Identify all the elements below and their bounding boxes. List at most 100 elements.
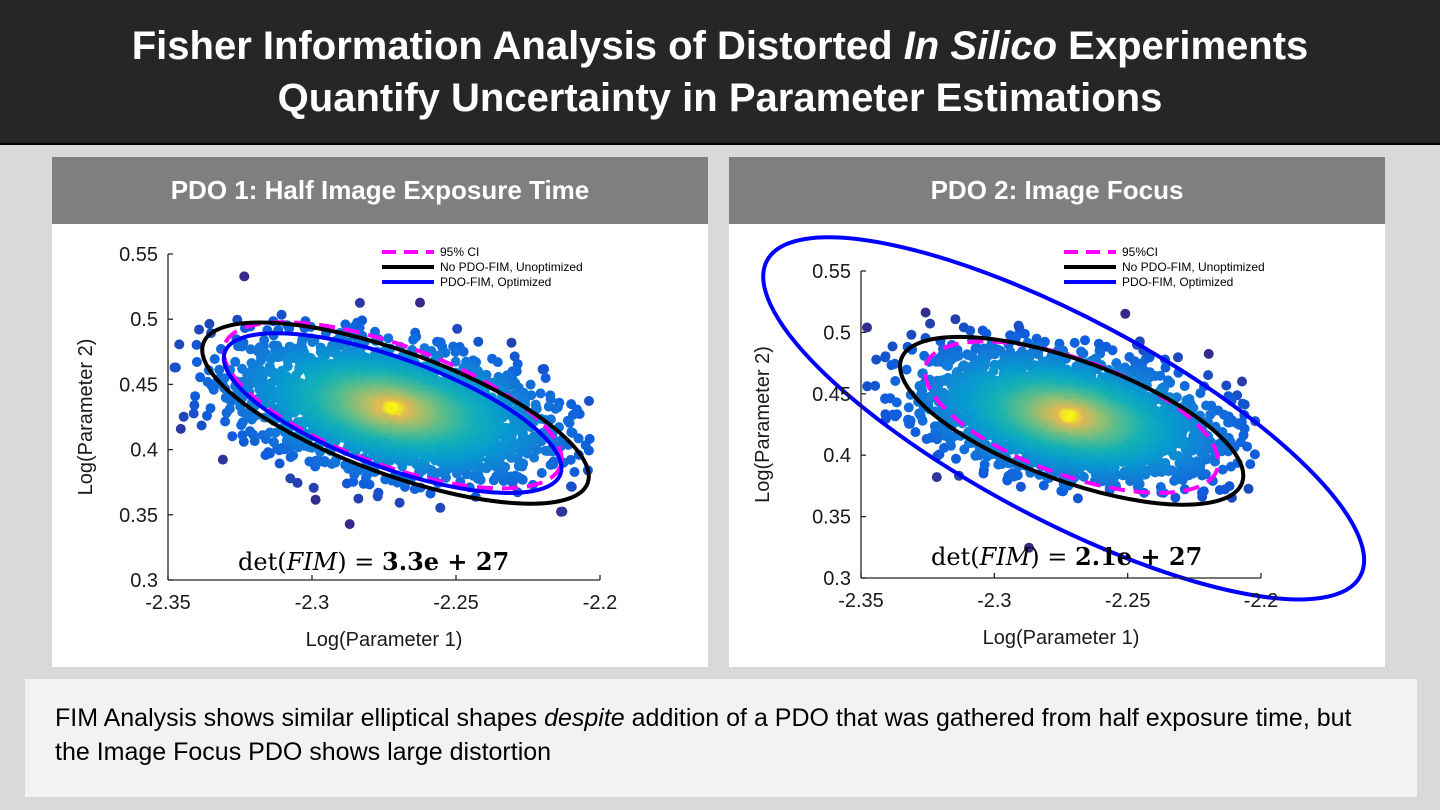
- scatter-point: [189, 400, 200, 411]
- y-tick-label: 0.4: [130, 440, 158, 462]
- panel-header: PDO 1: Half Image Exposure Time: [52, 157, 708, 224]
- scatter-point: [263, 447, 274, 458]
- panel-header: PDO 2: Image Focus: [729, 157, 1385, 224]
- scatter-point: [1160, 362, 1171, 373]
- scatter-point: [1019, 328, 1030, 339]
- scatter-point: [292, 477, 303, 488]
- scatter-point: [1217, 464, 1228, 475]
- title-text-b: Experiments: [1057, 23, 1309, 68]
- scatter-point: [191, 339, 202, 350]
- scatter-point: [255, 355, 266, 366]
- scatter-point: [537, 364, 548, 375]
- scatter-point: [543, 401, 554, 412]
- scatter-point: [548, 456, 559, 467]
- scatter-point: [870, 380, 881, 391]
- scatter-point: [920, 307, 931, 318]
- scatter-point: [569, 467, 580, 477]
- scatter-point: [871, 354, 882, 365]
- scatter-point: [1120, 308, 1131, 319]
- scatter-point: [214, 364, 225, 375]
- scatter-point: [174, 339, 185, 350]
- legend-label: 95% CI: [440, 245, 479, 259]
- scatter-point: [319, 456, 330, 466]
- title-line-2: Quantify Uncertainty in Parameter Estima…: [277, 75, 1163, 120]
- scatter-point: [277, 442, 288, 453]
- chart-pdo1: 0.30.350.40.450.50.55-2.35 -2.3 -2.25 -2.2L…: [75, 244, 617, 651]
- legend-label: No PDO-FIM, Unoptimized: [440, 260, 583, 274]
- scatter-point: [1015, 481, 1026, 492]
- scatter-point: [889, 358, 900, 369]
- scatter-point: [540, 373, 551, 383]
- scatter-point: [196, 420, 207, 431]
- x-tick-label: -2.35: [145, 592, 191, 614]
- scatter-point: [230, 356, 241, 367]
- scatter-point: [226, 396, 237, 407]
- scatter-point: [1221, 380, 1232, 391]
- scatter-point: [1191, 456, 1202, 467]
- scatter-point: [353, 493, 364, 504]
- scatter-point: [566, 427, 577, 438]
- scatter-point: [1038, 480, 1049, 491]
- scatter-point: [950, 314, 961, 325]
- scatter-point: [892, 409, 902, 420]
- scatter-point: [943, 361, 953, 372]
- det-value: 3.3e + 27: [382, 547, 509, 576]
- x-axis-label: Log(Parameter 1): [306, 629, 463, 651]
- scatter-point: [901, 364, 912, 375]
- scatter-point: [880, 352, 891, 363]
- scatter-point: [435, 502, 446, 513]
- det-mid: ) =: [337, 548, 382, 576]
- scatter-point: [274, 458, 285, 469]
- scatter-point: [1072, 493, 1083, 504]
- scatter-point: [1170, 492, 1181, 503]
- scatter-point: [294, 355, 304, 366]
- scatter-point: [340, 460, 351, 470]
- title-text-em: In Silico: [903, 23, 1058, 68]
- scatter-point: [244, 426, 255, 437]
- scatter-point: [917, 385, 928, 396]
- panel-pdo1: PDO 1: Half Image Exposure Time 0.3 0.35 0…: [52, 157, 708, 667]
- scatter-point: [1201, 400, 1212, 411]
- scatter-point: [891, 397, 902, 408]
- det-var: FIM: [286, 548, 339, 576]
- title-text-a: Fisher Information Analysis of Distorted: [131, 23, 904, 68]
- scatter-point: [566, 399, 577, 410]
- scatter-point: [219, 373, 230, 384]
- scatter-point: [925, 318, 936, 329]
- scatter-point: [450, 347, 461, 357]
- y-axis-label: Log(Parameter 2): [75, 339, 97, 496]
- scatter-point: [880, 409, 891, 420]
- scatter-point: [209, 354, 220, 364]
- scatter-point: [308, 482, 319, 493]
- y-tick-label: 0.3: [130, 570, 158, 592]
- y-tick-label: 0.35: [119, 505, 158, 527]
- scatter-point: [1024, 542, 1034, 553]
- ellipse-pdo-fim-optimized: [221, 331, 564, 495]
- scatter-point: [170, 362, 181, 373]
- scatter-point: [236, 341, 247, 352]
- scatter-point: [931, 472, 942, 483]
- scatter-points: [862, 307, 1261, 553]
- scatter-point: [190, 391, 201, 402]
- scatter-point: [202, 410, 212, 421]
- scatter-point: [237, 430, 248, 441]
- det-annotation: det(FIM) = 3.3e + 27: [238, 547, 509, 576]
- scatter-point: [452, 323, 463, 334]
- scatter-point: [191, 357, 202, 367]
- chart-pdo2: 0.30.350.40.450.50.55-2.35 -2.3 -2.25 -2.2L…: [752, 235, 1367, 649]
- ellipse-no-pdo-fim-unoptimized: [200, 320, 591, 506]
- scatter-point: [506, 471, 516, 482]
- scatter-point: [1224, 481, 1235, 492]
- y-tick-label: 0.5: [130, 309, 158, 331]
- scatter-point: [353, 465, 364, 476]
- scatter-point: [307, 337, 318, 347]
- scatter-point: [562, 415, 573, 426]
- scatter-point: [1195, 388, 1206, 399]
- scatter-point: [268, 437, 279, 448]
- scatter-point: [906, 329, 917, 340]
- panel-pdo2: PDO 2: Image Focus 0.3 0.35 0.4 0.45 0.5 0.55…: [729, 157, 1385, 667]
- scatter-point: [1198, 486, 1209, 497]
- scatter-point: [383, 333, 394, 344]
- scatter-point: [525, 379, 536, 390]
